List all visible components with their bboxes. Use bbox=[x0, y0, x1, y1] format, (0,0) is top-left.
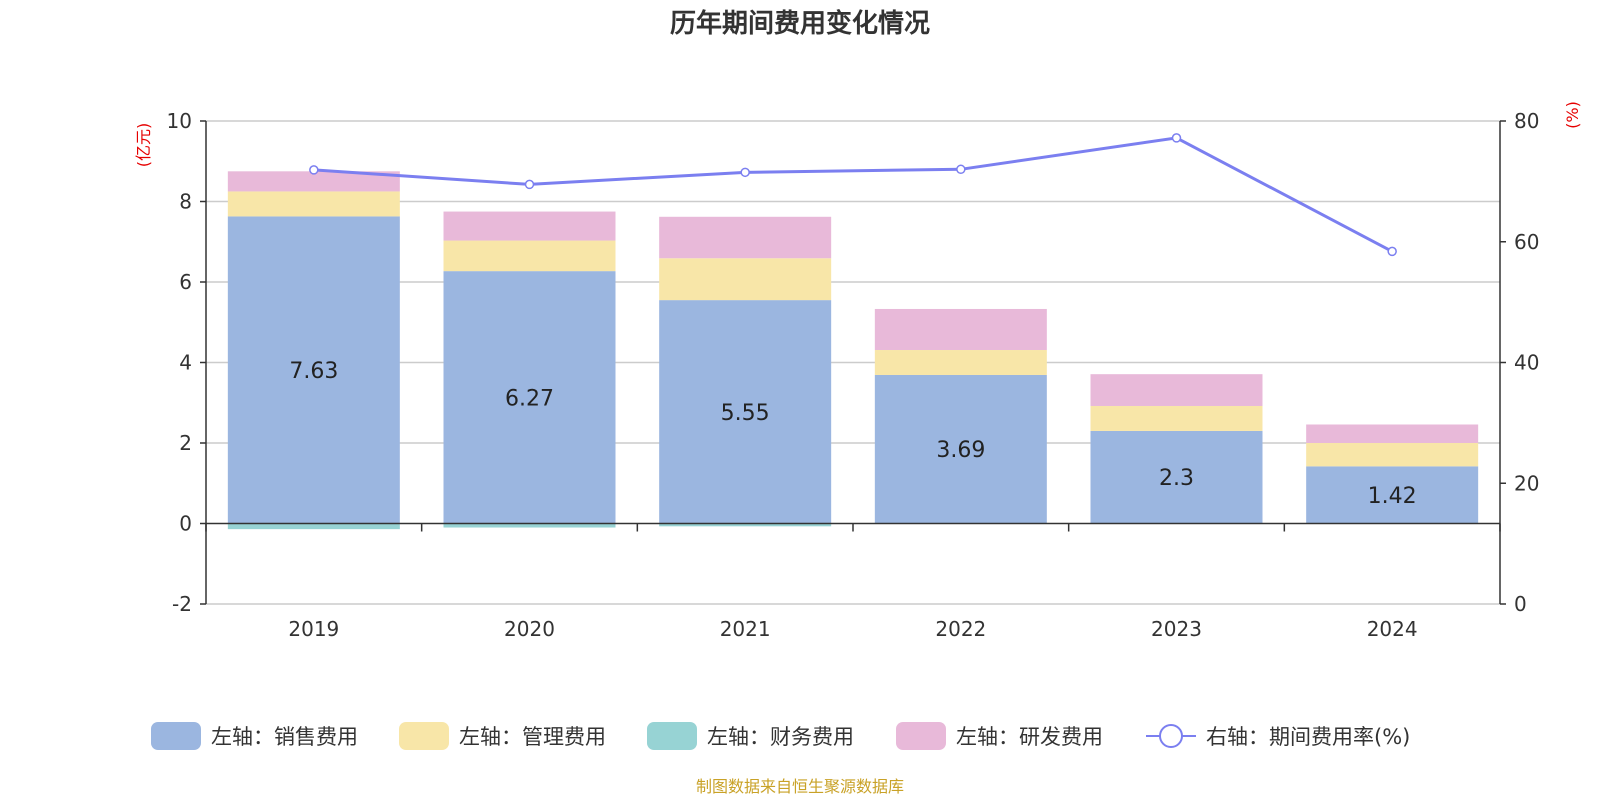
bar-segment bbox=[443, 240, 616, 272]
left-axis-tick-label: 0 bbox=[179, 512, 192, 536]
bar-segment bbox=[659, 523, 832, 527]
left-axis-tick-label: 8 bbox=[179, 190, 192, 214]
bar-segment bbox=[1306, 443, 1479, 467]
x-axis-tick-label: 2022 bbox=[935, 617, 986, 641]
x-axis-tick-label: 2023 bbox=[1151, 617, 1202, 641]
gridlines bbox=[206, 120, 1500, 605]
rate-point bbox=[740, 167, 750, 178]
right-axis-tick-label: 20 bbox=[1514, 471, 1539, 495]
bar-segment bbox=[443, 271, 616, 524]
right-axis-tick-label: 0 bbox=[1514, 592, 1527, 616]
x-axis-tick-label: 2024 bbox=[1367, 617, 1418, 641]
right-axis-tick-label: 40 bbox=[1514, 351, 1539, 375]
bar-segment bbox=[874, 374, 1047, 524]
legend-label: 左轴：管理费用 bbox=[459, 725, 606, 749]
bar-segment bbox=[227, 191, 400, 217]
rate-point bbox=[524, 179, 535, 190]
legend-label: 左轴：销售费用 bbox=[211, 725, 358, 749]
x-axis-tick-label: 2019 bbox=[288, 617, 339, 641]
legend-item[interactable]: 左轴：研发费用 bbox=[896, 722, 1103, 750]
left-axis-unit: (亿元) bbox=[134, 123, 153, 168]
bar-segment bbox=[659, 300, 832, 524]
bar-segment bbox=[1090, 430, 1263, 524]
legend-label: 左轴：研发费用 bbox=[956, 725, 1103, 749]
left-axis-tick-label: -2 bbox=[172, 592, 192, 616]
legend[interactable]: 左轴：销售费用 左轴：管理费用 左轴：财务费用 左轴：研发费用 右轴：期间费用率(%) bbox=[151, 722, 1410, 750]
bar-segment bbox=[1090, 374, 1263, 406]
rate-point bbox=[1171, 133, 1182, 143]
right-axis-unit: (%) bbox=[1563, 101, 1582, 129]
bar-segment bbox=[659, 258, 832, 301]
bar-segment bbox=[1090, 405, 1263, 431]
legend-item[interactable]: 右轴：期间费用率(%) bbox=[1146, 724, 1410, 749]
chart-title: 历年期间费用变化情况 bbox=[670, 8, 930, 39]
right-axis-tick-label: 60 bbox=[1514, 230, 1539, 254]
bar-segment bbox=[1306, 424, 1479, 443]
legend-swatch bbox=[399, 722, 449, 750]
bar-segment bbox=[227, 216, 400, 524]
rate-point bbox=[309, 165, 319, 175]
rate-line bbox=[309, 133, 1397, 257]
left-axis-tick-label: 6 bbox=[179, 270, 192, 294]
bars bbox=[227, 171, 1479, 530]
left-axis-tick-label: 10 bbox=[167, 109, 192, 133]
bar-segment bbox=[659, 216, 832, 259]
bar-segment bbox=[1306, 466, 1479, 524]
rate-point bbox=[1387, 246, 1397, 257]
legend-label: 左轴：财务费用 bbox=[707, 725, 854, 749]
bar-labels: 7.63 6.27 5.55 3.69 2.3 1.42 bbox=[289, 359, 1416, 509]
rate-point bbox=[956, 164, 966, 175]
legend-item[interactable]: 左轴：管理费用 bbox=[399, 722, 606, 750]
left-axis-tick-label: 4 bbox=[179, 351, 192, 375]
legend-swatch bbox=[896, 722, 946, 750]
legend-item[interactable]: 左轴：财务费用 bbox=[647, 722, 854, 750]
bar-segment bbox=[227, 523, 400, 530]
right-axis-tick-label: 80 bbox=[1514, 109, 1539, 133]
bar-segment bbox=[443, 523, 616, 528]
x-axis-tick-label: 2020 bbox=[504, 617, 555, 641]
bar-segment bbox=[227, 171, 400, 192]
legend-label: 右轴：期间费用率(%) bbox=[1206, 725, 1410, 749]
legend-swatch bbox=[647, 722, 697, 750]
bar-value-label: 2.3 bbox=[1159, 466, 1194, 491]
bar-value-label: 1.42 bbox=[1368, 484, 1417, 509]
bar-segment bbox=[874, 350, 1047, 375]
left-axis-tick-label: 2 bbox=[179, 431, 192, 455]
legend-marker bbox=[1159, 724, 1183, 748]
bar-value-label: 5.55 bbox=[721, 401, 770, 426]
bar-value-label: 7.63 bbox=[289, 359, 338, 384]
rate-line-path bbox=[313, 136, 1393, 253]
legend-swatch bbox=[151, 722, 201, 750]
bar-segment bbox=[874, 308, 1047, 351]
source-note: 制图数据来自恒生聚源数据库 bbox=[696, 777, 904, 796]
bar-value-label: 3.69 bbox=[936, 438, 985, 463]
legend-item[interactable]: 左轴：销售费用 bbox=[151, 722, 358, 750]
x-axis-tick-label: 2021 bbox=[720, 617, 771, 641]
bar-value-label: 6.27 bbox=[505, 386, 554, 411]
bar-segment bbox=[443, 211, 616, 241]
axes: -2 0 2 4 6 8 10 0 20 40 60 80 2019 2020 2021 2022 2023 20… bbox=[167, 109, 1540, 641]
